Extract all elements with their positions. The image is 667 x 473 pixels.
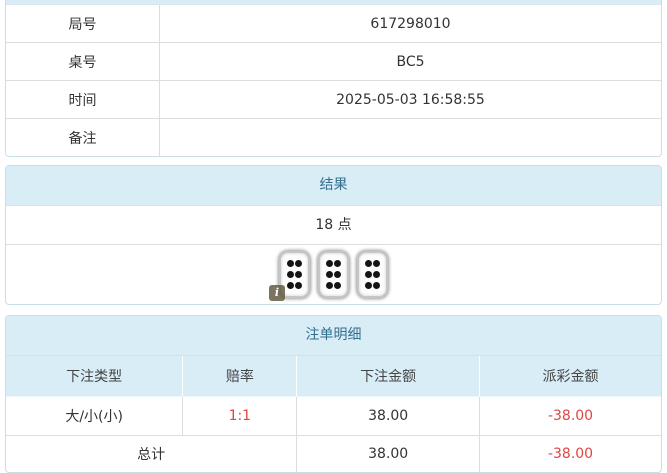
result-points: 18 点 <box>6 206 661 245</box>
table-row: 大/小(小) 1:1 38.00 -38.00 <box>6 396 661 436</box>
game-info-panel: 局号 617298010 桌号 BC5 时间 2025-05-03 16:58:… <box>5 0 662 157</box>
bet-details-table: 下注类型 赔率 下注金额 派彩金额 大/小(小) 1:1 38.00 -38.0… <box>6 356 661 472</box>
payout-value: -38.00 <box>479 396 661 436</box>
col-bet-amount: 下注金额 <box>296 356 480 397</box>
table-row: 桌号 BC5 <box>6 42 661 81</box>
result-panel: 结果 18 点 i <box>5 165 662 305</box>
table-number-value: BC5 <box>159 42 661 81</box>
die-icon <box>357 251 388 298</box>
die-wrap <box>318 251 349 298</box>
info-icon[interactable]: i <box>269 285 285 301</box>
bet-type-value: 大/小(小) <box>6 396 183 436</box>
time-label: 时间 <box>6 80 160 119</box>
round-number-value: 617298010 <box>370 15 451 32</box>
total-bet-amount: 38.00 <box>296 435 480 472</box>
die-wrap <box>357 251 388 298</box>
bet-amount-value: 38.00 <box>296 396 480 436</box>
total-label: 总计 <box>6 435 297 472</box>
result-panel-title: 结果 <box>6 166 661 206</box>
game-info-table: 局号 617298010 桌号 BC5 时间 2025-05-03 16:58:… <box>6 5 661 156</box>
col-bet-type: 下注类型 <box>6 356 183 397</box>
col-odds: 赔率 <box>182 356 297 397</box>
table-number-label: 桌号 <box>6 42 160 81</box>
odds-value: 1:1 <box>182 396 297 436</box>
bet-details-panel: 注单明细 下注类型 赔率 下注金额 派彩金额 大/小(小) 1:1 <box>5 315 662 473</box>
dice-row: i <box>6 245 661 304</box>
table-header-row: 下注类型 赔率 下注金额 派彩金额 <box>6 356 661 397</box>
table-row: 局号 617298010 <box>6 5 661 43</box>
die-icon <box>279 251 310 298</box>
total-payout: -38.00 <box>479 435 661 472</box>
remark-label: 备注 <box>6 118 160 156</box>
time-value: 2025-05-03 16:58:55 <box>159 80 661 119</box>
panel-header-strip <box>6 0 661 5</box>
bet-details-title: 注单明细 <box>6 316 661 356</box>
remark-value <box>159 118 661 156</box>
table-row: 备注 <box>6 118 661 156</box>
table-row: 时间 2025-05-03 16:58:55 <box>6 80 661 119</box>
die-icon <box>318 251 349 298</box>
total-row: 总计 38.00 -38.00 <box>6 435 661 472</box>
col-payout-amount: 派彩金额 <box>479 356 661 397</box>
die-wrap: i <box>269 251 310 301</box>
round-number-label: 局号 <box>6 5 160 43</box>
